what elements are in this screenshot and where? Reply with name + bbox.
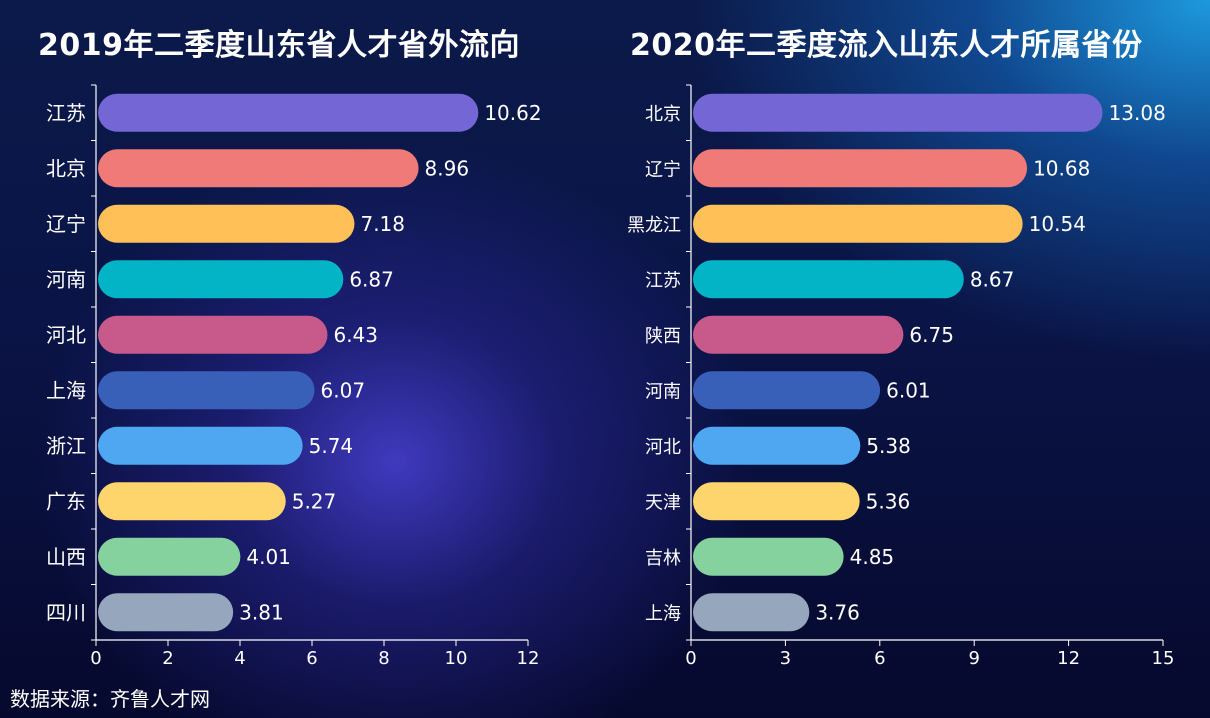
value-label: 8.67 [970,267,1015,291]
category-label: 江苏 [46,101,86,125]
bar [693,426,861,465]
bar [98,537,241,576]
bar [693,482,860,521]
category-label: 黑龙江 [627,215,681,236]
bar [98,426,303,465]
value-label: 5.36 [866,489,911,513]
category-label: 上海 [46,378,86,402]
category-label: 吉林 [645,548,681,569]
category-label: 河南 [645,381,681,402]
x-tick-label: 2 [162,648,173,669]
chart-title-right: 2020年二季度流入山东人才所属省份 [630,28,1143,63]
category-label: 辽宁 [645,159,681,180]
category-label: 浙江 [46,434,86,458]
bar [98,204,355,243]
x-tick-label: 0 [685,648,696,669]
category-label: 河北 [645,437,681,458]
category-label: 广东 [46,489,86,513]
bar-chart-2019-outflow: 0 2 4 6 8 10 12 江苏 10.62 北京 8.96 辽宁 7.18 河南 6.87 河北 6.43… [46,93,541,669]
x-tick-label: 6 [306,648,317,669]
bar [693,371,881,410]
category-label: 河南 [46,267,86,291]
category-label: 北京 [645,104,681,125]
category-label: 江苏 [645,270,681,291]
value-label: 10.54 [1029,212,1086,236]
value-label: 3.76 [815,600,860,624]
category-label: 辽宁 [46,212,86,236]
bar [98,149,419,188]
chart-title-left: 2019年二季度山东省人才省外流向 [38,28,520,63]
bar [693,149,1028,188]
value-label: 4.85 [850,545,895,569]
value-label: 13.08 [1109,101,1166,125]
x-tick-label: 8 [378,648,389,669]
bar [98,93,479,132]
value-label: 5.74 [309,434,354,458]
bar [98,315,328,354]
category-label: 山西 [46,545,86,569]
category-label: 上海 [645,603,681,624]
x-tick-label: 4 [234,648,245,669]
value-label: 6.01 [886,378,931,402]
bar [98,593,234,632]
bar [693,537,844,576]
category-label: 四川 [46,600,86,624]
bar [98,260,344,299]
x-tick-label: 10 [445,648,468,669]
data-source-note: 数据来源：齐鲁人才网 [10,687,210,711]
value-label: 10.62 [484,101,541,125]
bar [693,315,904,354]
x-tick-label: 6 [874,648,885,669]
category-label: 北京 [46,156,86,180]
x-tick-label: 15 [1152,648,1175,669]
bar [693,93,1103,132]
value-label: 7.18 [360,212,405,236]
value-label: 5.27 [292,489,337,513]
x-tick-label: 9 [968,648,979,669]
value-label: 6.07 [321,378,366,402]
category-label: 天津 [645,492,681,513]
value-label: 5.38 [866,434,911,458]
bar [693,593,810,632]
bar [98,482,286,521]
category-label: 陕西 [645,326,681,347]
value-label: 6.75 [909,323,954,347]
bar-chart-2020-inflow: 0 3 6 9 12 15 北京 13.08 辽宁 10.68 黑龙江 10.54 江苏 8.67 陕西 6.… [627,84,1175,669]
x-tick-label: 12 [517,648,540,669]
value-label: 4.01 [246,545,291,569]
value-label: 8.96 [425,156,470,180]
value-label: 6.87 [349,267,394,291]
bar [98,371,315,410]
x-tick-label: 12 [1057,648,1080,669]
bar [693,204,1023,243]
x-tick-label: 3 [780,648,791,669]
value-label: 3.81 [239,600,284,624]
x-tick-label: 0 [90,648,101,669]
value-label: 6.43 [333,323,378,347]
value-label: 10.68 [1033,156,1090,180]
bar [693,260,964,299]
category-label: 河北 [46,323,86,347]
